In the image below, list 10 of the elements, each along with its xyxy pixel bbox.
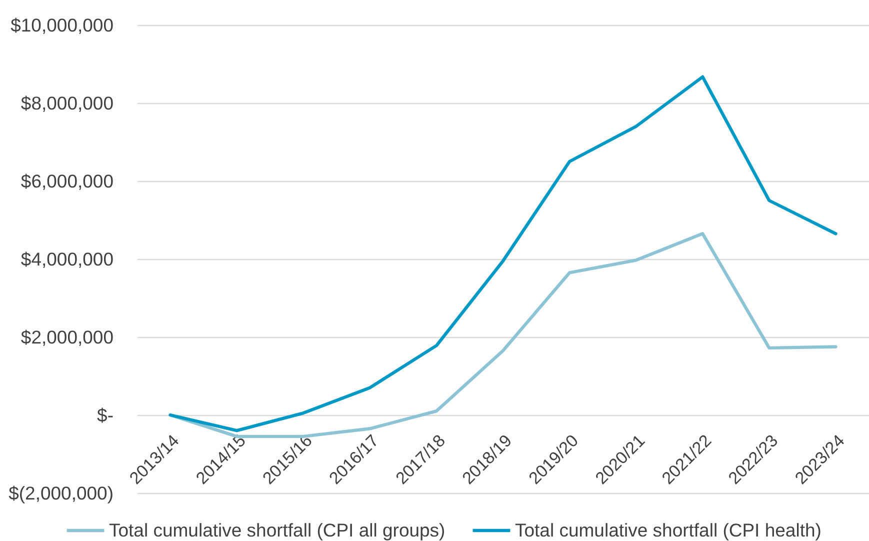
y-tick-label: $6,000,000 (20, 170, 114, 192)
y-tick-label: $8,000,000 (20, 92, 114, 114)
y-tick-label: $2,000,000 (20, 326, 114, 348)
legend-label: Total cumulative shortfall (CPI all groups) (109, 520, 446, 540)
legend-label: Total cumulative shortfall (CPI health) (515, 520, 822, 540)
y-tick-label: $(2,000,000) (8, 482, 114, 504)
y-tick-label: $4,000,000 (20, 248, 114, 270)
y-tick-label: $- (97, 404, 114, 426)
y-tick-label: $10,000,000 (10, 14, 114, 36)
line-series (168, 75, 838, 432)
